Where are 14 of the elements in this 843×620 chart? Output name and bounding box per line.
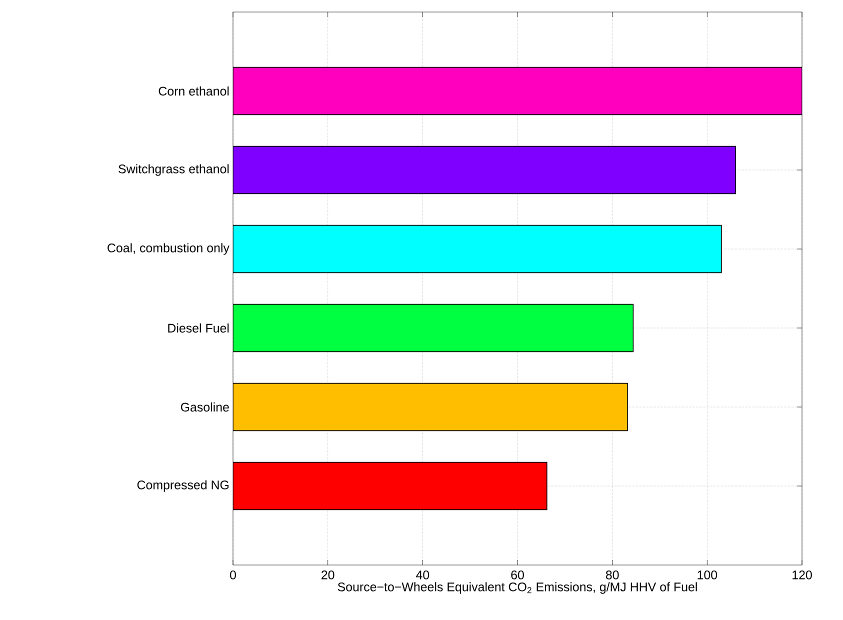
x-tick-label: 120 [792, 570, 812, 580]
y-tick-label: Corn ethanol [158, 86, 229, 96]
y-tick-label: Gasoline [180, 402, 229, 412]
y-tick-label: Compressed NG [137, 480, 229, 492]
y-tick-label: Switchgrass ethanol [118, 164, 229, 176]
x-tick-label: 20 [322, 570, 334, 580]
x-tick-label: 40 [416, 570, 430, 580]
x-tick-label: 0 [230, 570, 236, 580]
x-tick-label: 100 [698, 570, 718, 580]
x-axis-title: Source−to−Wheels Equivalent CO$_{2}$ Emissions, g/MJ HHV of Fuel [338, 582, 697, 594]
x-tick-label: 80 [606, 570, 619, 580]
y-tick-label: Diesel Fuel [168, 323, 229, 333]
y-tick-label: Coal, combustion only [108, 243, 230, 255]
x-tick-label: 60 [511, 570, 524, 580]
